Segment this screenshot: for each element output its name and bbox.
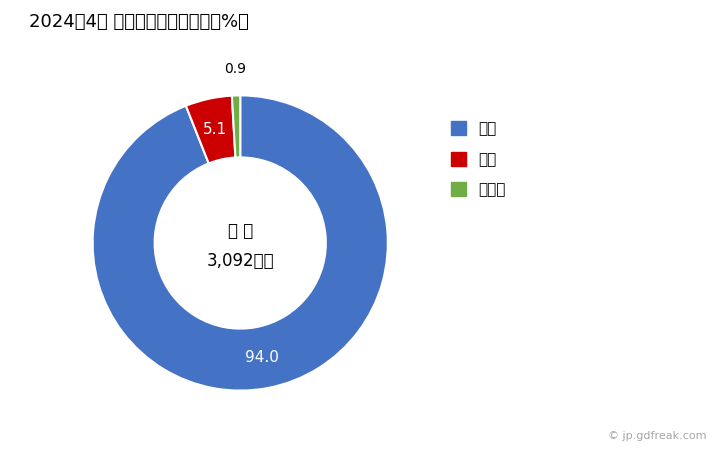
- Text: 総 額: 総 額: [228, 222, 253, 240]
- Text: 5.1: 5.1: [203, 122, 227, 137]
- Wedge shape: [232, 95, 240, 158]
- Wedge shape: [92, 95, 388, 391]
- Legend: タイ, 韓国, その他: タイ, 韓国, その他: [451, 122, 506, 197]
- Text: © jp.gdfreak.com: © jp.gdfreak.com: [608, 431, 706, 441]
- Wedge shape: [186, 96, 235, 163]
- Text: 2024年4月 輸出相手国のシェア（%）: 2024年4月 輸出相手国のシェア（%）: [29, 14, 249, 32]
- Text: 3,092万円: 3,092万円: [207, 252, 274, 270]
- Text: 0.9: 0.9: [224, 62, 246, 76]
- Text: 94.0: 94.0: [245, 350, 279, 365]
